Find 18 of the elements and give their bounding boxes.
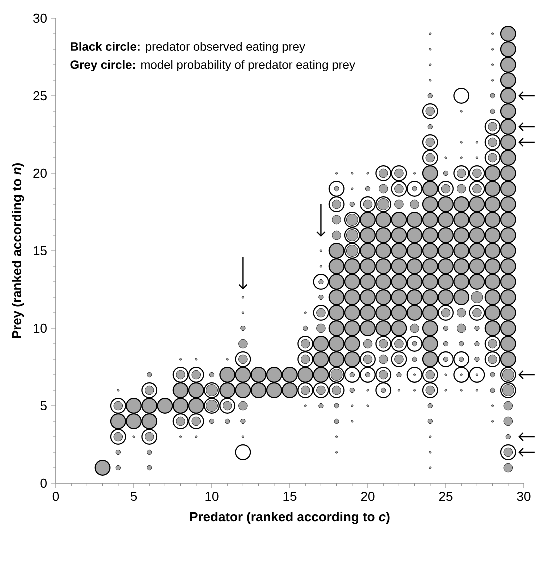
- annotation: Black circle: predator observed eating prey: [71, 42, 306, 54]
- x-tick-label: 5: [130, 492, 138, 502]
- y-tick-label: 15: [34, 246, 47, 256]
- y-tick-label: 10: [34, 324, 47, 334]
- x-tick-label: 10: [206, 492, 219, 502]
- x-axis-title: Predator (ranked according to c): [190, 512, 390, 524]
- x-tick-label: 20: [361, 492, 375, 502]
- y-tick-label: 0: [40, 478, 47, 488]
- y-axis-title: Prey (ranked according to n): [12, 164, 24, 338]
- y-tick-label: 20: [34, 168, 47, 178]
- y-tick-label: 30: [34, 14, 47, 24]
- annotation: Grey circle: model probability of predator eating prey: [70, 60, 356, 72]
- x-tick-label: 30: [517, 492, 531, 502]
- x-tick-label: 0: [52, 492, 60, 502]
- x-tick-label: 15: [284, 492, 297, 502]
- x-tick-label: 25: [439, 492, 453, 502]
- y-tick-label: 5: [40, 401, 47, 411]
- y-tick-label: 25: [34, 91, 47, 101]
